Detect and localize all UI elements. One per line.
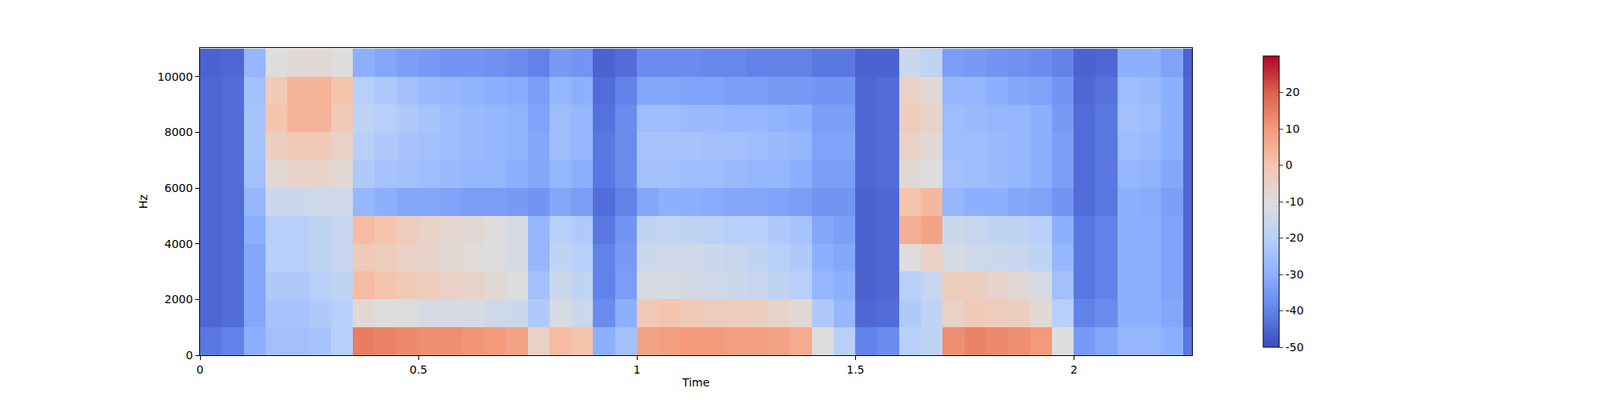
svg-text:1.5: 1.5 bbox=[846, 363, 864, 376]
svg-text:8000: 8000 bbox=[164, 125, 194, 139]
svg-text:Time: Time bbox=[681, 376, 710, 389]
svg-text:0: 0 bbox=[1285, 158, 1293, 172]
svg-text:2000: 2000 bbox=[164, 292, 194, 306]
svg-text:0: 0 bbox=[196, 363, 204, 376]
svg-text:-50: -50 bbox=[1285, 340, 1304, 354]
svg-text:20: 20 bbox=[1285, 85, 1300, 99]
svg-text:0.5: 0.5 bbox=[409, 363, 428, 376]
svg-text:6000: 6000 bbox=[164, 181, 194, 195]
svg-text:-10: -10 bbox=[1285, 195, 1304, 208]
svg-text:4000: 4000 bbox=[164, 237, 194, 251]
svg-text:1: 1 bbox=[633, 363, 641, 376]
svg-text:-40: -40 bbox=[1285, 304, 1304, 317]
svg-text:-30: -30 bbox=[1285, 268, 1304, 281]
svg-text:10: 10 bbox=[1285, 122, 1300, 136]
svg-text:Hz: Hz bbox=[136, 194, 150, 209]
svg-text:10000: 10000 bbox=[157, 70, 194, 84]
svg-text:0: 0 bbox=[185, 348, 193, 362]
svg-text:-20: -20 bbox=[1285, 231, 1304, 244]
svg-text:2: 2 bbox=[1070, 363, 1078, 376]
